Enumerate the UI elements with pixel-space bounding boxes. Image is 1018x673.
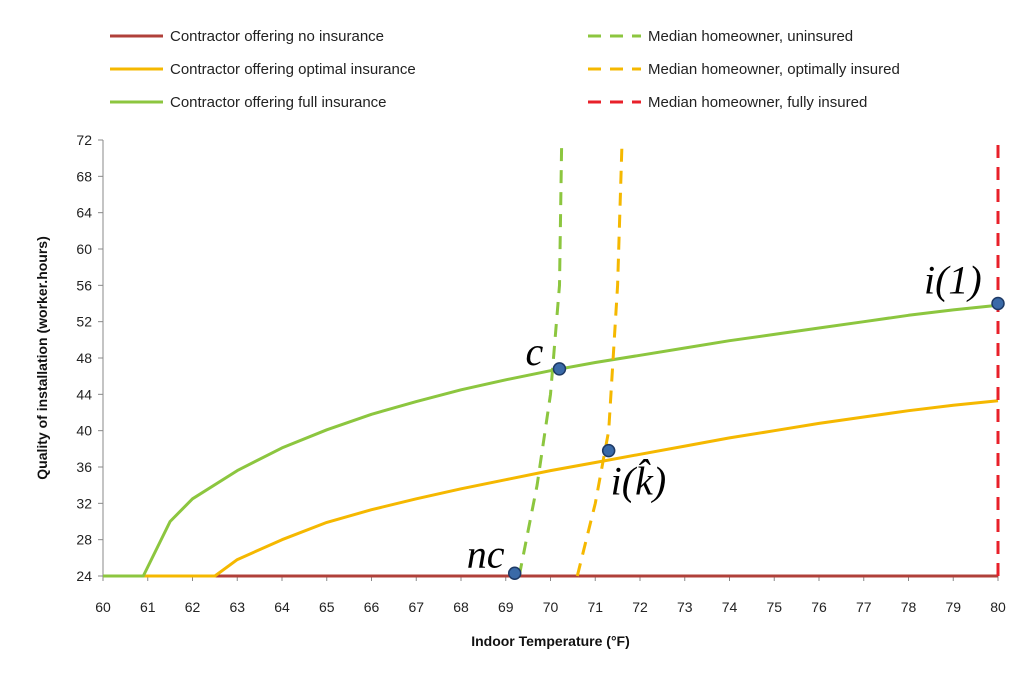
point-label-c: c [525,329,543,374]
legend-entry: Median homeowner, uninsured [648,28,853,45]
x-tick-label: 67 [408,599,424,615]
x-tick-label: 73 [677,599,693,615]
x-tick-label: 69 [498,599,514,615]
x-tick-label: 62 [185,599,201,615]
y-tick-label: 64 [76,205,92,221]
y-tick-label: 56 [76,277,92,293]
y-tick-label: 36 [76,459,92,475]
legend: Contractor offering no insurance Contract… [110,28,900,111]
legend-entry: Contractor offering no insurance [170,28,384,45]
y-tick-label: 68 [76,168,92,184]
x-tick-label: 64 [274,599,290,615]
data-point [507,566,522,581]
x-tick-label: 77 [856,599,872,615]
data-point [601,443,616,458]
y-tick-label: 52 [76,314,92,330]
legend-entry: Median homeowner, fully insured [648,94,867,111]
series-line-4 [517,139,564,577]
data-point [552,362,567,376]
x-tick-label: 78 [901,599,917,615]
series-line-3 [103,303,999,578]
data-point [991,296,1005,311]
y-ticks: 24 28 32 36 40 44 48 52 56 60 64 68 72 [76,132,103,584]
y-tick-label: 44 [76,386,92,402]
x-tick-label: 76 [811,599,827,615]
x-tick-label: 74 [722,599,738,615]
y-tick-label: 28 [76,532,92,548]
legend-entry: Contractor offering optimal insurance [170,61,416,78]
x-tick-label: 71 [587,599,603,615]
x-tick-label: 60 [95,599,111,615]
point-label-nc: nc [467,531,505,576]
y-tick-label: 40 [76,423,92,439]
x-tick-label: 70 [543,599,559,615]
series-line-2 [103,399,999,578]
x-tick-label: 66 [364,599,380,615]
y-tick-label: 48 [76,350,92,366]
x-tick-label: 79 [945,599,961,615]
y-tick-label: 32 [76,495,92,511]
y-tick-label: 24 [76,568,92,584]
x-tick-label: 72 [632,599,648,615]
y-axis-title: Quality of installation (worker.hours) [34,236,50,479]
x-ticks: 60 61 62 63 64 65 66 67 68 69 70 71 72 73 74 75 76 77 78 79… [95,576,1006,615]
legend-entry: Median homeowner, optimally insured [648,61,900,78]
axes [102,140,998,577]
x-tick-label: 75 [766,599,782,615]
annotations: nc c i(k̂) i(1) [467,258,982,577]
y-tick-label: 72 [76,132,92,148]
point-label-ik: i(k̂) [611,459,667,504]
x-tick-label: 63 [229,599,245,615]
x-tick-label: 68 [453,599,469,615]
x-axis-title: Indoor Temperature (°F) [471,633,630,649]
x-tick-label: 80 [990,599,1006,615]
x-tick-label: 65 [319,599,335,615]
y-tick-label: 60 [76,241,92,257]
x-tick-label: 61 [140,599,156,615]
series-lines [103,139,1000,578]
legend-entry: Contractor offering full insurance [170,94,387,111]
series-line-5 [575,139,624,577]
data-points [507,296,1005,581]
point-label-i1: i(1) [924,258,982,303]
